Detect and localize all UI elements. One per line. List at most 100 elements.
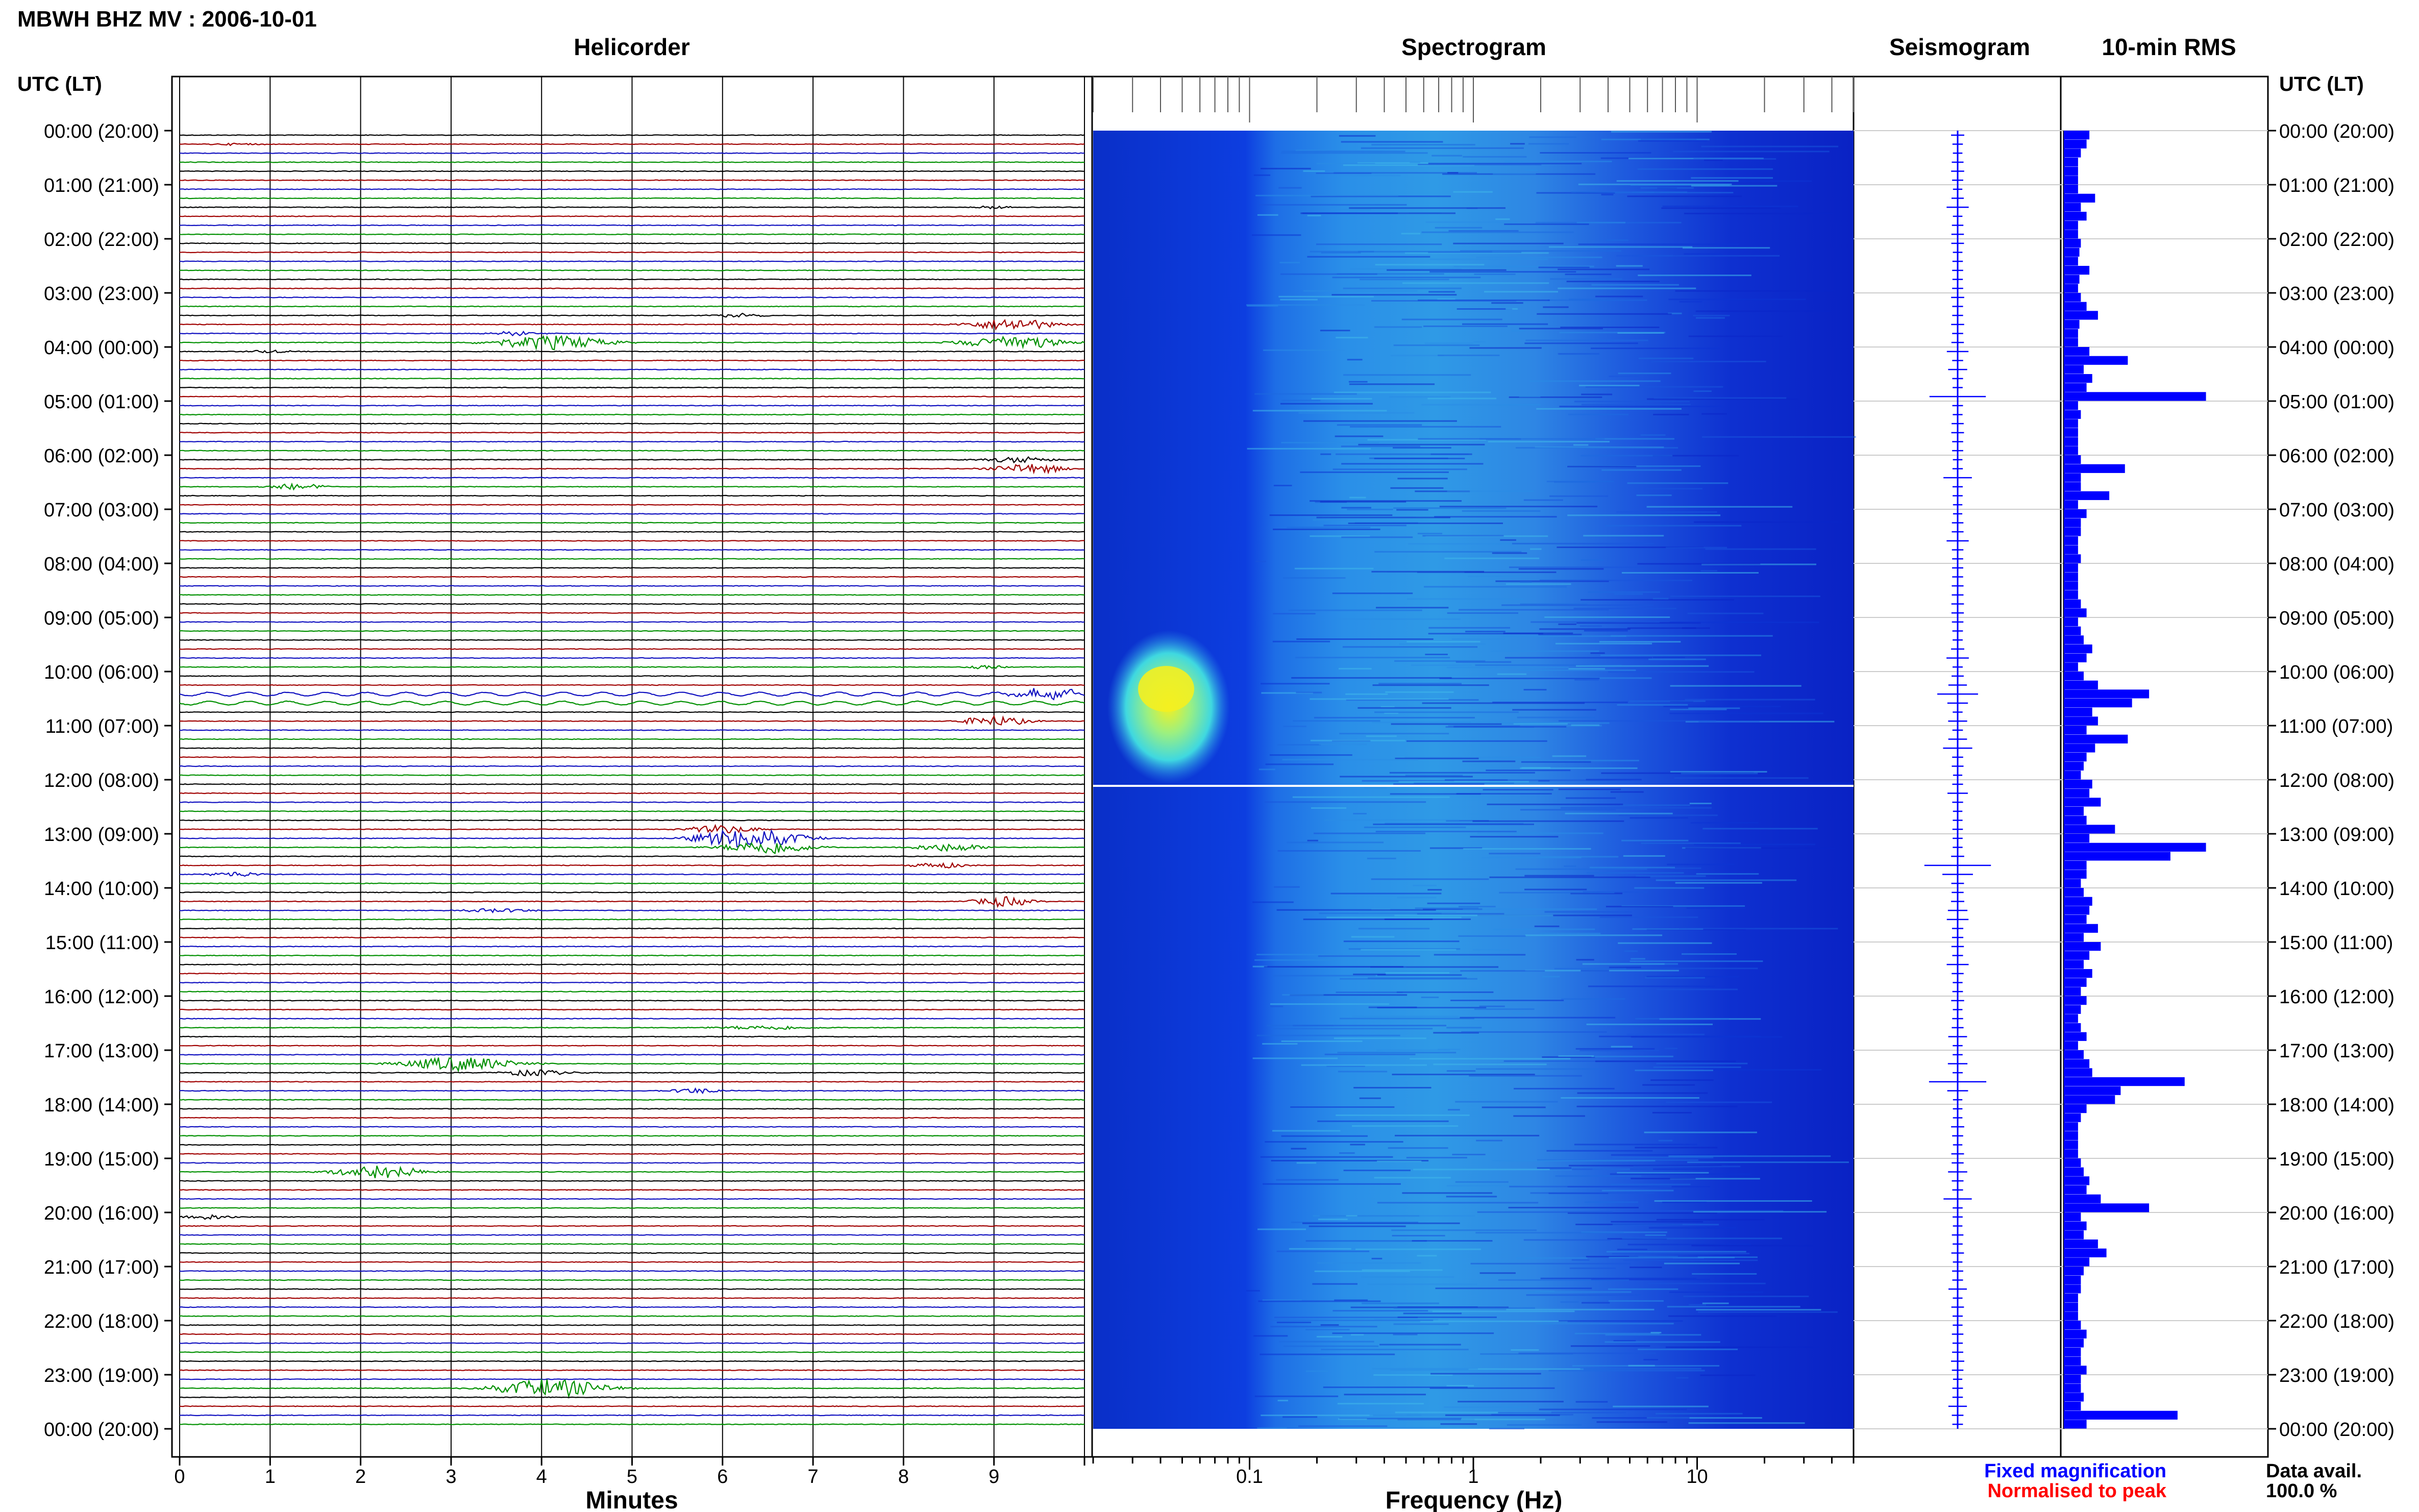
spectrogram-stripe — [1301, 1064, 1427, 1066]
spectrogram-stripe — [1670, 685, 1801, 687]
spectrogram-stripe — [1702, 1302, 1729, 1304]
time-label-right: 03:00 (23:00) — [2279, 283, 2395, 305]
spectrogram-stripe — [1656, 1412, 1743, 1415]
spectrogram-stripe — [1632, 928, 1704, 930]
helicorder-trace — [179, 1214, 1084, 1220]
spectrogram-stripe — [1447, 490, 1535, 492]
spectrogram-stripe — [1566, 797, 1616, 799]
spectrogram-stripe — [1428, 163, 1582, 165]
spectrogram-stripe — [1498, 1411, 1626, 1414]
spectrogram-stripe — [1338, 1418, 1367, 1420]
spectrogram-stripe — [1611, 1154, 1747, 1156]
spectrogram-stripe — [1338, 1071, 1388, 1073]
spectrogram-stripe — [1665, 1346, 1820, 1348]
spectrogram-stripe — [1341, 463, 1484, 465]
helicorder-trace — [179, 378, 1085, 380]
spectrogram-stripe — [1521, 767, 1551, 769]
spectrogram-stripe — [1339, 135, 1376, 137]
spectrogram-stripe — [1258, 1300, 1381, 1302]
spectrogram-stripe — [1648, 658, 1706, 660]
spectrogram-stripe — [1368, 1006, 1417, 1008]
spectrogram-stripe — [1668, 299, 1806, 301]
helicorder-trace — [179, 747, 1085, 749]
spectrogram-stripe — [1394, 660, 1486, 662]
spectrogram-stripe — [1684, 253, 1723, 255]
spectrogram-stripe — [1609, 1256, 1735, 1258]
spectrogram-stripe — [1307, 839, 1318, 841]
spectrogram-stripe — [1259, 204, 1407, 206]
spectrogram-stripe — [1406, 1157, 1467, 1159]
spectrogram-stripe — [1588, 985, 1715, 987]
helicorder-trace — [179, 233, 1085, 235]
spectrogram-stripe — [1664, 1048, 1677, 1050]
spectrogram-stripe — [1357, 707, 1451, 709]
spectrogram-stripe — [1513, 1115, 1585, 1117]
spectrogram-stripe — [1616, 255, 1780, 257]
spectrogram-stripe — [1631, 1178, 1696, 1179]
spectrogram-stripe — [1692, 1273, 1757, 1275]
spectrogram-stripe — [1637, 168, 1773, 170]
spectrogram-stripe — [1288, 609, 1422, 611]
spectrogram-stripe — [1599, 641, 1681, 643]
spectrogram-stripe — [1339, 175, 1401, 177]
rms-bar — [2064, 428, 2078, 437]
spectrogram-stripe — [1585, 1201, 1638, 1203]
rms-bar — [2064, 1311, 2078, 1321]
time-label-right: 11:00 (07:00) — [2279, 716, 2393, 737]
spectrogram-stripe — [1503, 1060, 1647, 1062]
time-label-left: 19:00 (15:00) — [44, 1149, 159, 1170]
spectrogram-stripe — [1265, 763, 1334, 765]
spectrogram-stripe — [1440, 1423, 1477, 1425]
frequency-axis-label: Frequency (Hz) — [1386, 1487, 1563, 1512]
spectrogram-stripe — [1321, 1356, 1335, 1358]
spectrogram-stripe — [1629, 1255, 1678, 1257]
spectrogram-stripe — [1519, 395, 1541, 398]
rms-bar — [2064, 626, 2081, 635]
spectrogram-stripe — [1656, 879, 1797, 881]
spectrogram-stripe — [1588, 591, 1660, 593]
rms-bar — [2064, 572, 2078, 581]
spectrogram-stripe — [1437, 298, 1455, 300]
spectrogram-stripe — [1274, 886, 1300, 888]
spectrogram-stripe — [1378, 683, 1462, 685]
spectrogram-stripe — [1596, 1421, 1667, 1423]
spectrogram-stripe — [1586, 1023, 1713, 1025]
spectrogram-stripe — [1314, 1270, 1410, 1272]
spectrogram-stripe — [1631, 1036, 1783, 1038]
spectrogram-stripe — [1566, 281, 1660, 283]
time-label-right: 04:00 (00:00) — [2279, 337, 2395, 359]
spectrogram-stripe — [1688, 335, 1783, 337]
seismogram-trace — [1924, 131, 1991, 1429]
rms-bar — [2064, 707, 2092, 716]
rms-bar — [2064, 1383, 2081, 1393]
rms-bar — [2064, 815, 2087, 825]
spectrogram-stripe — [1490, 650, 1599, 652]
spectrogram-stripe — [1263, 1183, 1401, 1185]
rms-bar — [2064, 176, 2078, 185]
spectrogram-stripe — [1411, 664, 1472, 666]
spectrogram-stripe — [1608, 968, 1758, 970]
spectrogram-stripe — [1425, 654, 1448, 655]
spectrogram-stripe — [1591, 284, 1679, 286]
spectrogram-stripe — [1444, 1406, 1528, 1408]
spectrogram-stripe — [1439, 678, 1600, 679]
spectrogram-stripe — [1276, 1250, 1370, 1252]
helicorder-trace — [179, 855, 1085, 857]
spectrogram-stripe — [1339, 1152, 1355, 1154]
spectrogram-stripe — [1332, 468, 1467, 470]
spectrogram-stripe — [1270, 1326, 1377, 1328]
spectrogram-stripe — [1555, 642, 1652, 645]
spectrogram-stripe — [1479, 1005, 1505, 1007]
spectrogram-stripe — [1347, 508, 1393, 510]
helicorder-trace — [180, 152, 1085, 154]
spectrogram-stripe — [1445, 779, 1508, 781]
spectrogram-stripe — [1518, 1352, 1657, 1354]
rms-bar — [2064, 771, 2081, 780]
spectrogram-stripe — [1589, 866, 1675, 869]
spectrogram-stripe — [1444, 557, 1540, 559]
spectrogram-stripe — [1626, 1033, 1705, 1035]
spectrogram-stripe — [1377, 1160, 1422, 1162]
spectrogram-stripe — [1581, 1231, 1667, 1233]
spectrogram-stripe — [1564, 865, 1576, 867]
